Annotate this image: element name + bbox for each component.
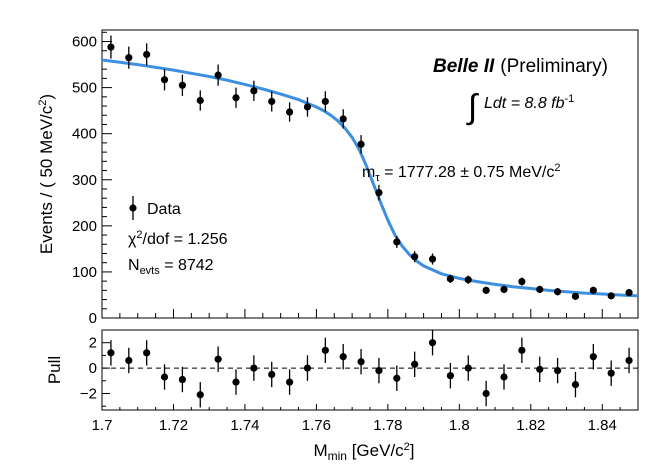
- pull-point: [428, 339, 437, 347]
- pull-point: [518, 346, 526, 354]
- pull-point: [286, 378, 294, 386]
- pull-point: [250, 364, 258, 372]
- data-point: [393, 238, 401, 246]
- pull-y-tick-label: 0: [89, 360, 97, 377]
- x-axis: 1.7 1.72 1.74 1.76 1.78 1.8 1.82 1.84: [92, 404, 639, 434]
- main-y-tick-label: 400: [72, 126, 97, 143]
- data-point: [303, 103, 312, 111]
- pull-point: [393, 374, 401, 382]
- data-point: [554, 288, 562, 296]
- pull-point: [214, 355, 222, 363]
- main-y-tick-label: 100: [72, 264, 97, 281]
- main-y-axis: 0 100 200 300 400 500 600: [72, 31, 112, 327]
- data-point: [536, 285, 544, 294]
- chi2-label: χ2/dof = 1.256: [128, 229, 228, 248]
- data-point: [607, 292, 615, 300]
- pull-point: [482, 389, 490, 398]
- data-point: [375, 189, 383, 197]
- pull-point: [339, 353, 347, 361]
- data-point: [589, 286, 597, 294]
- data-point: [196, 96, 204, 105]
- pull-y-axis-label: Pull: [45, 356, 64, 384]
- x-tick-label: 1.82: [516, 417, 545, 434]
- x-axis-label: Mmin [GeV/c2]: [313, 441, 414, 463]
- nevts-label: Nevts = 8742: [128, 257, 214, 277]
- data-point: [268, 97, 276, 106]
- main-panel: 0 100 200 300 400 500 600 Events / ( 50 MeV/c2…: [37, 29, 639, 327]
- x-tick-label: 1.84: [588, 417, 617, 434]
- data-points: [107, 35, 633, 300]
- data-point: [518, 277, 526, 286]
- data-point: [464, 276, 472, 284]
- mass-result: mτ = 1777.28 ± 0.75 MeV/c2: [362, 162, 560, 184]
- data-point: [357, 140, 365, 148]
- data-point: [500, 285, 508, 294]
- legend: Data: [129, 196, 181, 220]
- data-point: [571, 292, 580, 300]
- pull-point: [446, 372, 454, 380]
- data-point: [482, 286, 490, 294]
- data-point: [411, 253, 419, 261]
- data-point: [428, 255, 437, 263]
- x-tick-label: 1.8: [449, 417, 470, 434]
- pull-point: [321, 346, 329, 354]
- main-y-axis-label: Events / ( 50 MeV/c2): [37, 94, 56, 254]
- pull-point: [160, 373, 169, 381]
- main-y-tick-label: 0: [89, 310, 97, 327]
- pull-point: [232, 378, 240, 386]
- pull-point: [178, 375, 186, 384]
- x-tick-label: 1.76: [302, 417, 331, 434]
- pull-point: [375, 367, 383, 375]
- pull-point: [107, 349, 115, 357]
- pull-point: [196, 391, 204, 399]
- pull-y-tick-label: −2: [80, 385, 97, 402]
- legend-label-data: Data: [147, 201, 181, 218]
- pull-point: [589, 353, 597, 361]
- pull-point: [571, 381, 580, 389]
- data-point: [625, 289, 633, 297]
- data-point: [107, 43, 115, 51]
- pull-point: [464, 364, 472, 372]
- data-point: [286, 108, 294, 116]
- x-tick-label: 1.78: [373, 417, 402, 434]
- pull-point: [625, 356, 633, 365]
- pull-point: [607, 369, 615, 377]
- x-tick-label: 1.7: [92, 417, 113, 434]
- main-y-tick-label: 200: [72, 218, 97, 235]
- pull-point: [143, 349, 151, 357]
- x-tick-label: 1.72: [159, 417, 188, 434]
- data-point: [321, 97, 329, 106]
- data-point: [446, 275, 454, 283]
- pull-point: [268, 370, 276, 379]
- pull-point: [554, 367, 562, 375]
- data-point: [160, 76, 169, 84]
- pull-point: [500, 373, 508, 381]
- data-point: [178, 81, 186, 89]
- pull-points: [107, 330, 633, 408]
- pull-point: [357, 358, 365, 366]
- legend-marker: [129, 204, 137, 212]
- pull-y-tick-label: 2: [89, 335, 97, 352]
- lumi-label: Ldt = 8.8 fb-1: [484, 93, 574, 112]
- data-point: [143, 50, 151, 59]
- pull-y-axis: −2 0 2: [80, 335, 110, 407]
- data-point: [250, 87, 258, 95]
- pull-point: [411, 360, 419, 368]
- lumi-integral-sign: ∫: [466, 88, 479, 126]
- pull-point: [125, 356, 133, 365]
- data-point: [339, 115, 347, 123]
- main-y-tick-label: 300: [72, 172, 97, 189]
- main-x-axis-ticks: [101, 309, 639, 318]
- main-y-tick-label: 600: [72, 34, 97, 51]
- x-tick-label: 1.74: [230, 417, 259, 434]
- pull-panel: −2 0 2 1.7 1.72 1.74 1.76 1.78 1.8 1.82 1.84 Pull…: [45, 329, 639, 463]
- data-point: [125, 54, 133, 62]
- experiment-label: Belle II (Preliminary): [433, 56, 608, 77]
- data-point: [214, 71, 222, 79]
- pull-point: [536, 365, 544, 373]
- data-point: [232, 94, 240, 102]
- main-y-tick-label: 500: [72, 80, 97, 97]
- pull-point: [303, 364, 312, 372]
